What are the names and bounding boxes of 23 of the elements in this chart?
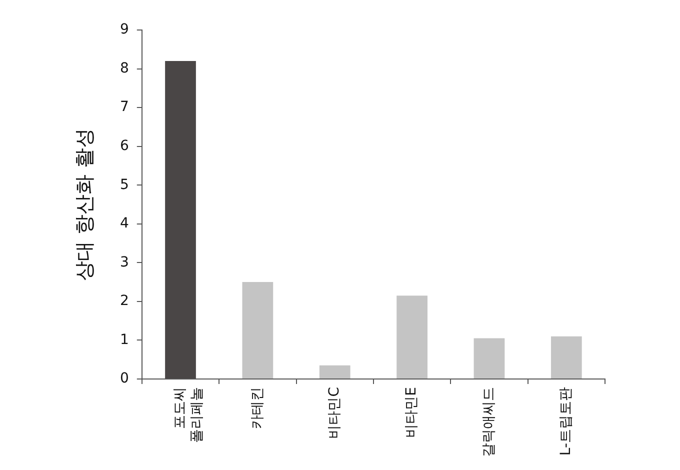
y-tick-label: 3	[120, 254, 129, 270]
bar	[396, 296, 428, 378]
y-tick-label: 8	[120, 60, 129, 76]
y-tick-label: 5	[120, 176, 129, 193]
y-tick-label: 4	[120, 216, 129, 232]
y-axis-title: 상대 항산화 활성	[72, 128, 96, 281]
bar	[165, 61, 196, 378]
bar	[474, 338, 505, 378]
x-tick-label: 비타민E	[404, 387, 420, 438]
x-tick-label: 비타민C	[326, 386, 343, 439]
x-tick-label: 갈릭애씨드	[480, 387, 497, 457]
bar	[242, 282, 274, 378]
y-tick-label: 6	[120, 138, 129, 154]
bar	[319, 365, 350, 378]
y-tick-label: 7	[120, 99, 129, 116]
y-tick-label: 9	[120, 22, 129, 38]
y-tick-label: 0	[120, 370, 129, 387]
y-tick-label: 1	[120, 332, 129, 348]
x-tick-label: L-트립토판	[558, 387, 574, 456]
x-tick-label: 포도씨 폴리페놀	[172, 387, 205, 443]
bar	[550, 336, 582, 378]
x-tick-label: 카테킨	[249, 387, 266, 429]
y-tick-label: 2	[120, 293, 129, 310]
